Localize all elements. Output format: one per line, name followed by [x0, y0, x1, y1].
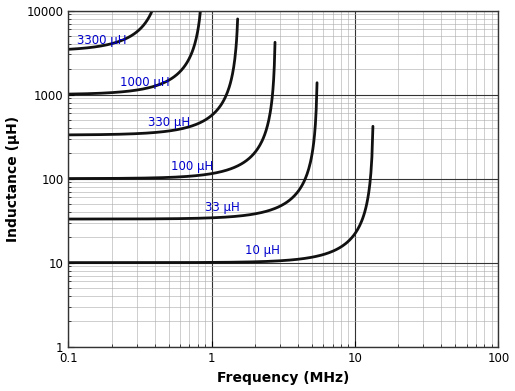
Text: 10 μH: 10 μH [245, 244, 280, 257]
X-axis label: Frequency (MHz): Frequency (MHz) [217, 371, 350, 386]
Text: 33 μH: 33 μH [205, 201, 240, 214]
Text: 3300 μH: 3300 μH [77, 34, 127, 47]
Text: 330 μH: 330 μH [148, 117, 190, 129]
Text: 100 μH: 100 μH [171, 160, 213, 173]
Text: 1000 μH: 1000 μH [120, 76, 170, 89]
Y-axis label: Inductance (μH): Inductance (μH) [6, 115, 20, 242]
